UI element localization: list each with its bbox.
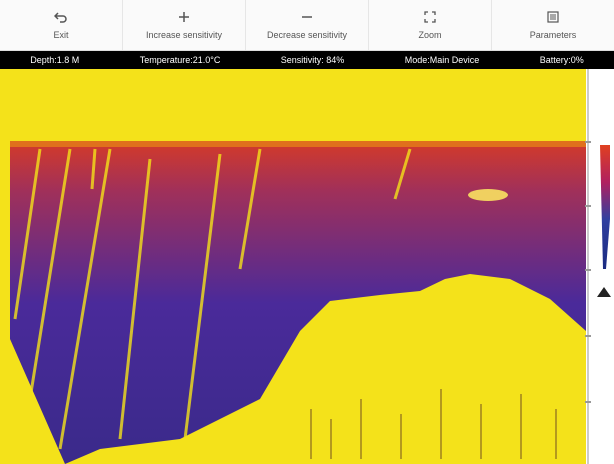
button-label: Zoom (418, 30, 441, 40)
fish-echo (468, 189, 508, 201)
button-label: Decrease sensitivity (267, 30, 347, 40)
toolbar: Exit Increase sensitivity Decrease sensi… (0, 0, 614, 51)
minus-icon (300, 10, 314, 24)
zoom-icon (423, 10, 437, 24)
surface-line (10, 141, 586, 147)
decrease-sensitivity-button[interactable]: Decrease sensitivity (246, 0, 369, 50)
fish-finder-screen: Exit Increase sensitivity Decrease sensi… (0, 0, 614, 464)
mode-readout: Mode:Main Device (405, 55, 480, 65)
sensitivity-readout: Sensitivity: 84% (281, 55, 345, 65)
exit-icon (54, 10, 68, 24)
status-bar: Depth:1.8 M Temperature:21.0°C Sensitivi… (0, 51, 614, 69)
button-label: Exit (53, 30, 68, 40)
plus-icon (177, 10, 191, 24)
parameters-icon (546, 10, 560, 24)
button-label: Increase sensitivity (146, 30, 222, 40)
exit-button[interactable]: Exit (0, 0, 123, 50)
button-label: Parameters (530, 30, 577, 40)
increase-sensitivity-button[interactable]: Increase sensitivity (123, 0, 246, 50)
parameters-button[interactable]: Parameters (492, 0, 614, 50)
scale-panel (586, 69, 614, 464)
temperature-readout: Temperature:21.0°C (140, 55, 221, 65)
battery-readout: Battery:0% (540, 55, 584, 65)
zoom-button[interactable]: Zoom (369, 0, 492, 50)
sonar-display (0, 69, 614, 464)
depth-readout: Depth:1.8 M (30, 55, 79, 65)
